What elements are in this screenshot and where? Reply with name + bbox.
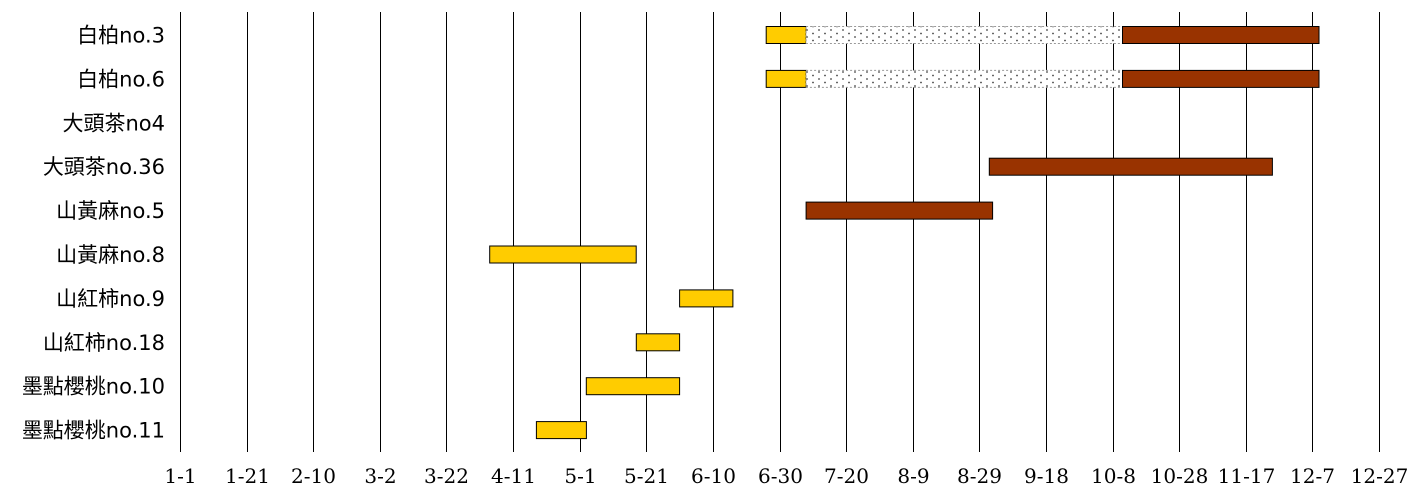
row-label: 山黃麻no.8 <box>56 243 165 267</box>
x-tick-label: 6-30 <box>758 464 803 488</box>
bar-brown <box>805 201 994 220</box>
row-label: 大頭茶no4 <box>62 111 165 135</box>
bar-yellow <box>765 26 807 44</box>
row-label-layer: 白柏no.3 白柏no.6 大頭茶no4 大頭茶no.36 山黃麻no.5 山黃麻no.8… <box>22 24 165 443</box>
bar-brown <box>1122 26 1320 44</box>
row-label: 山紅柿no.18 <box>43 331 165 355</box>
x-tick-label: 10-8 <box>1091 464 1136 488</box>
x-tick-label: 6-10 <box>691 464 736 488</box>
x-tick-label-layer: 1-1 1-21 2-10 3-2 3-22 4-11 5-1 5-21 6-10 6-30 7-2… <box>164 464 1408 488</box>
x-tick-label: 1-21 <box>225 464 270 488</box>
row-label: 大頭茶no.36 <box>43 155 165 179</box>
x-tick-label: 8-29 <box>957 464 1002 488</box>
bar-yellow <box>765 69 807 88</box>
x-tick-label: 5-21 <box>624 464 669 488</box>
row-label: 墨點櫻桃no.10 <box>22 375 165 399</box>
x-tick-label: 4-11 <box>491 464 536 488</box>
row-label: 墨點櫻桃no.11 <box>22 419 165 443</box>
x-tick-label: 2-10 <box>291 464 336 488</box>
bar-dotted <box>805 26 1123 44</box>
x-tick-label: 8-9 <box>897 464 929 488</box>
bar-dotted <box>805 69 1123 88</box>
row-label: 山紅柿no.9 <box>56 287 165 311</box>
bar-yellow <box>489 245 637 264</box>
x-tick-label: 3-2 <box>364 464 396 488</box>
bar-yellow <box>585 377 681 396</box>
x-tick-label: 3-22 <box>424 464 469 488</box>
x-tick-label: 5-1 <box>564 464 596 488</box>
bar-brown <box>1122 69 1320 88</box>
row-label: 白柏no.6 <box>77 67 165 91</box>
bar-yellow <box>635 333 681 352</box>
x-tick-label: 10-28 <box>1151 464 1209 488</box>
x-tick-label: 7-20 <box>824 464 869 488</box>
row-label: 山黃麻no.5 <box>56 199 165 223</box>
bar-brown <box>988 157 1273 176</box>
x-tick-label: 12-7 <box>1290 464 1335 488</box>
x-tick-label: 11-17 <box>1218 464 1276 488</box>
bar-yellow <box>535 421 587 440</box>
bar-layer <box>489 26 1320 440</box>
bar-yellow <box>679 289 734 308</box>
x-tick-label: 9-18 <box>1024 464 1069 488</box>
x-tick-label: 1-1 <box>164 464 196 488</box>
x-tick-label: 12-27 <box>1351 464 1409 488</box>
row-label: 白柏no.3 <box>77 24 165 48</box>
